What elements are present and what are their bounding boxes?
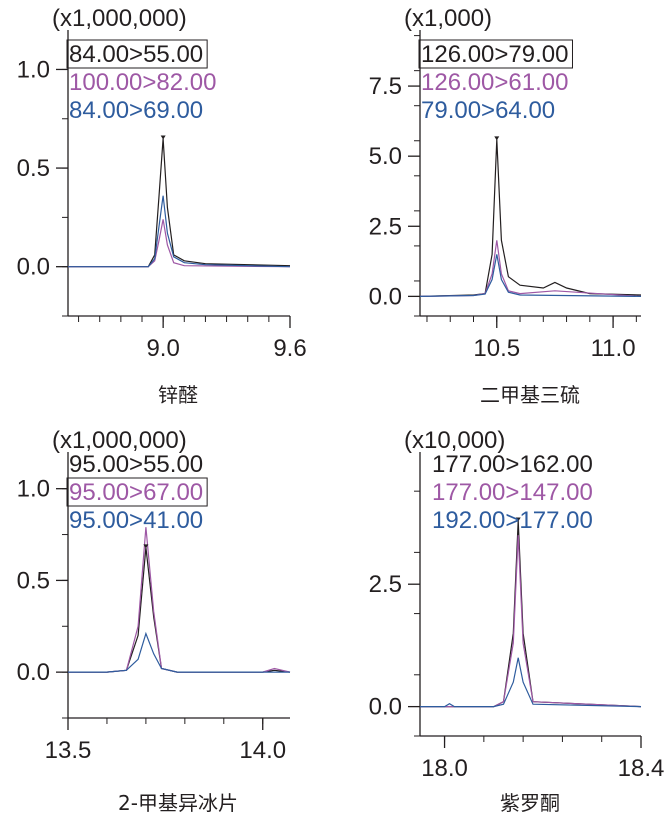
- chart-panel-1: 0.0 0.5 1.0 9.0 9.6 (x1,000,000) 84.00>55.0010…: [17, 5, 307, 407]
- y-tick-label: 0.0: [369, 694, 402, 721]
- y-scale-label: (x1,000,000): [52, 427, 187, 454]
- legend-entry: 84.00>69.00: [69, 97, 203, 124]
- y-tick-label: 2.5: [369, 571, 402, 598]
- y-tick-label: 7.5: [369, 73, 402, 100]
- series-line-1: [68, 138, 291, 268]
- legend-highlight-box: [66, 39, 208, 69]
- y-tick-label: 2.5: [369, 213, 402, 240]
- y-tick-label: 0.5: [17, 155, 50, 182]
- chart-panel-3: 0.0 0.5 1.0 13.5 14.0 (x1,000,000)95.00>55.00…: [17, 427, 291, 814]
- series-line-1: [419, 139, 642, 297]
- legend-entry: 95.00>41.00: [69, 507, 203, 534]
- series-line-1: [420, 520, 642, 708]
- y-tick-label: 0.5: [17, 567, 50, 594]
- y-scale-label: (x1,000): [404, 5, 492, 32]
- y-tick-label: 0.0: [17, 254, 50, 281]
- legend-entry: 177.00>162.00: [432, 451, 593, 478]
- x-tick-label: 18.4: [618, 755, 665, 782]
- y-scale-label: (x10,000): [404, 427, 505, 454]
- x-tick-label: 10.5: [473, 335, 520, 362]
- y-tick-label: 5.0: [369, 143, 402, 170]
- x-tick-label: 9.6: [273, 335, 306, 362]
- legend-entry: 177.00>147.00: [432, 479, 593, 506]
- series-line-3: [419, 254, 642, 297]
- legend-highlight-box: [66, 477, 208, 507]
- compound-caption: 紫罗酮: [500, 791, 560, 814]
- y-tick-label: 1.0: [17, 56, 50, 83]
- compound-caption: 锌醛: [158, 383, 198, 407]
- legend-entry: 100.00>82.00: [69, 69, 216, 96]
- peak-marker: [494, 136, 500, 141]
- series-line-3: [420, 657, 642, 708]
- y-tick-label: 0.0: [369, 283, 402, 310]
- x-tick-label: 13.5: [45, 737, 92, 764]
- peak-marker: [160, 135, 166, 140]
- chart-panel-4: 0.0 2.5 18.0 18.4 (x10,000)177.00>162.00177.…: [369, 427, 665, 814]
- x-tick-label: 14.0: [239, 737, 286, 764]
- legend-entry: 192.00>177.00: [432, 507, 593, 534]
- series-line-1: [68, 547, 291, 673]
- peak-marker: [515, 517, 521, 522]
- legend-entry: 126.00>79.00: [421, 41, 568, 68]
- x-tick-label: 18.0: [421, 755, 468, 782]
- series-line-2: [68, 527, 291, 673]
- series-line-2: [419, 240, 642, 297]
- compound-caption: 2-甲基异冰片: [118, 791, 238, 814]
- series-line-3: [68, 195, 291, 268]
- series-line-3: [68, 631, 290, 673]
- chart-panel-2: 0.0 2.5 5.0 7.5 10.5 11.0 (x1,000) 126.00>79.00…: [369, 5, 642, 407]
- y-scale-label: (x1,000,000): [52, 5, 187, 32]
- peak-marker: [143, 544, 149, 549]
- legend-highlight-box: [418, 39, 573, 69]
- legend-entry: 95.00>55.00: [69, 451, 203, 478]
- legend-entry: 84.00>55.00: [69, 41, 203, 68]
- y-tick-label: 0.0: [17, 659, 50, 686]
- x-tick-label: 9.0: [146, 335, 179, 362]
- compound-caption: 二甲基三硫: [480, 383, 580, 407]
- legend-entry: 126.00>61.00: [421, 69, 568, 96]
- legend-entry: 79.00>64.00: [421, 97, 555, 124]
- x-tick-label: 11.0: [591, 335, 636, 362]
- legend-entry: 95.00>67.00: [69, 479, 203, 506]
- y-tick-label: 1.0: [17, 476, 50, 503]
